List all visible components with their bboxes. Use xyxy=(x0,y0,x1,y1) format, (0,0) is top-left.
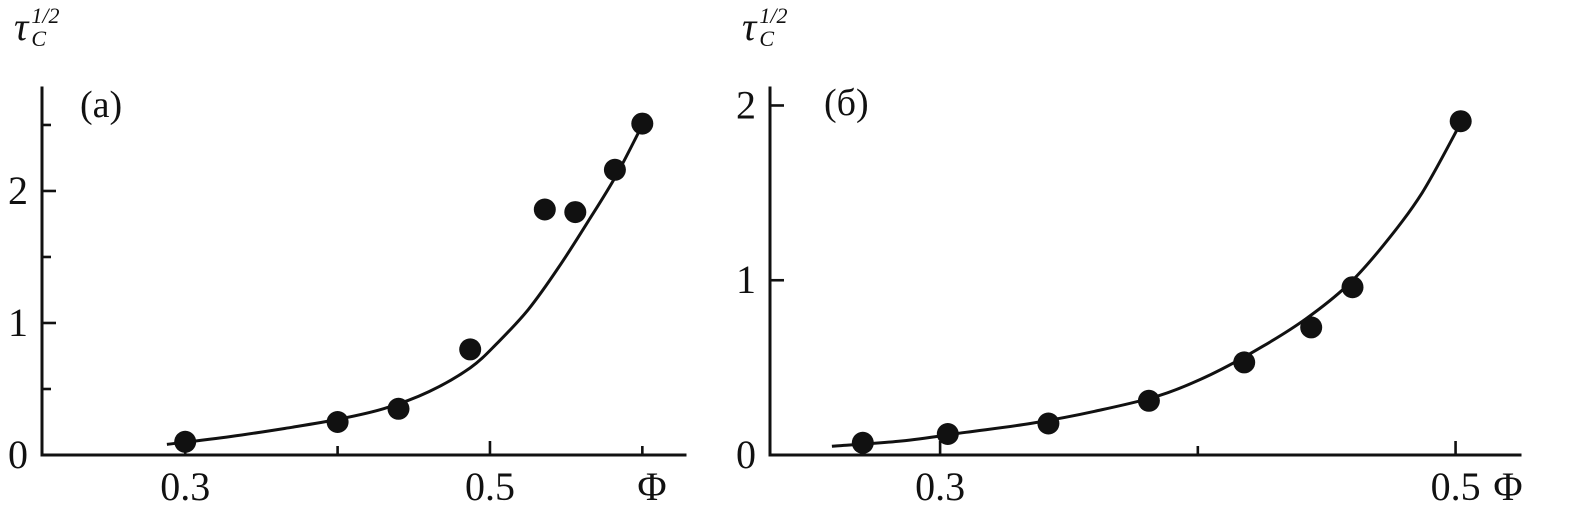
data-point xyxy=(1037,412,1060,435)
chart-b-canvas: 0.3 0.5 0 1 2 Φ xyxy=(736,82,1523,509)
x-tick-label: 0.3 xyxy=(160,464,210,509)
data-point xyxy=(459,338,482,361)
tau-subscript: C xyxy=(759,26,775,52)
chart-panel-a: 0.3 0.5 0 1 2 Φ τ 1/2 C (а) xyxy=(0,0,700,518)
y-tick-label: 2 xyxy=(8,168,28,213)
y-tick-label: 2 xyxy=(736,82,756,127)
data-point xyxy=(631,112,654,135)
x-axis-label: Φ xyxy=(637,464,666,509)
panel-label-b: (б) xyxy=(824,82,869,124)
tau-symbol: τ xyxy=(14,4,29,50)
data-point xyxy=(1300,316,1323,339)
chart-panel-b: 0.3 0.5 0 1 2 Φ τ 1/2 C (б) xyxy=(720,0,1592,518)
y-tick-label: 0 xyxy=(8,432,28,477)
tau-symbol: τ xyxy=(742,4,757,50)
chart-a-canvas: 0.3 0.5 0 1 2 Φ xyxy=(8,86,687,509)
y-tick-label: 1 xyxy=(8,300,28,345)
data-point xyxy=(603,158,626,181)
data-point xyxy=(1137,389,1160,412)
y-axis-title-b: τ 1/2 C xyxy=(742,4,787,50)
x-tick-label: 0.5 xyxy=(465,464,515,509)
fit-curve xyxy=(831,122,1463,448)
fit-curve xyxy=(166,124,644,446)
data-point xyxy=(174,430,197,453)
tau-scripts: 1/2 C xyxy=(759,4,787,50)
tau-exponent: 1/2 xyxy=(31,3,60,28)
y-tick-label: 1 xyxy=(736,257,756,302)
data-point xyxy=(1341,276,1364,299)
tau-exponent: 1/2 xyxy=(759,3,788,28)
data-point xyxy=(1233,351,1256,374)
data-point xyxy=(326,411,349,433)
x-tick-label: 0.3 xyxy=(915,464,965,509)
x-axis-label: Φ xyxy=(1493,464,1522,509)
tau-scripts: 1/2 C xyxy=(31,4,59,50)
data-point xyxy=(936,423,959,445)
data-point xyxy=(851,431,874,454)
data-point xyxy=(533,198,556,221)
y-tick-label: 0 xyxy=(736,432,756,477)
data-point xyxy=(564,201,587,224)
tau-subscript: C xyxy=(31,26,47,52)
x-tick-label: 0.5 xyxy=(1431,464,1481,509)
panel-label-a: (а) xyxy=(80,84,123,126)
y-axis-title-a: τ 1/2 C xyxy=(14,4,59,50)
data-point xyxy=(1449,110,1472,133)
data-point xyxy=(387,397,410,420)
